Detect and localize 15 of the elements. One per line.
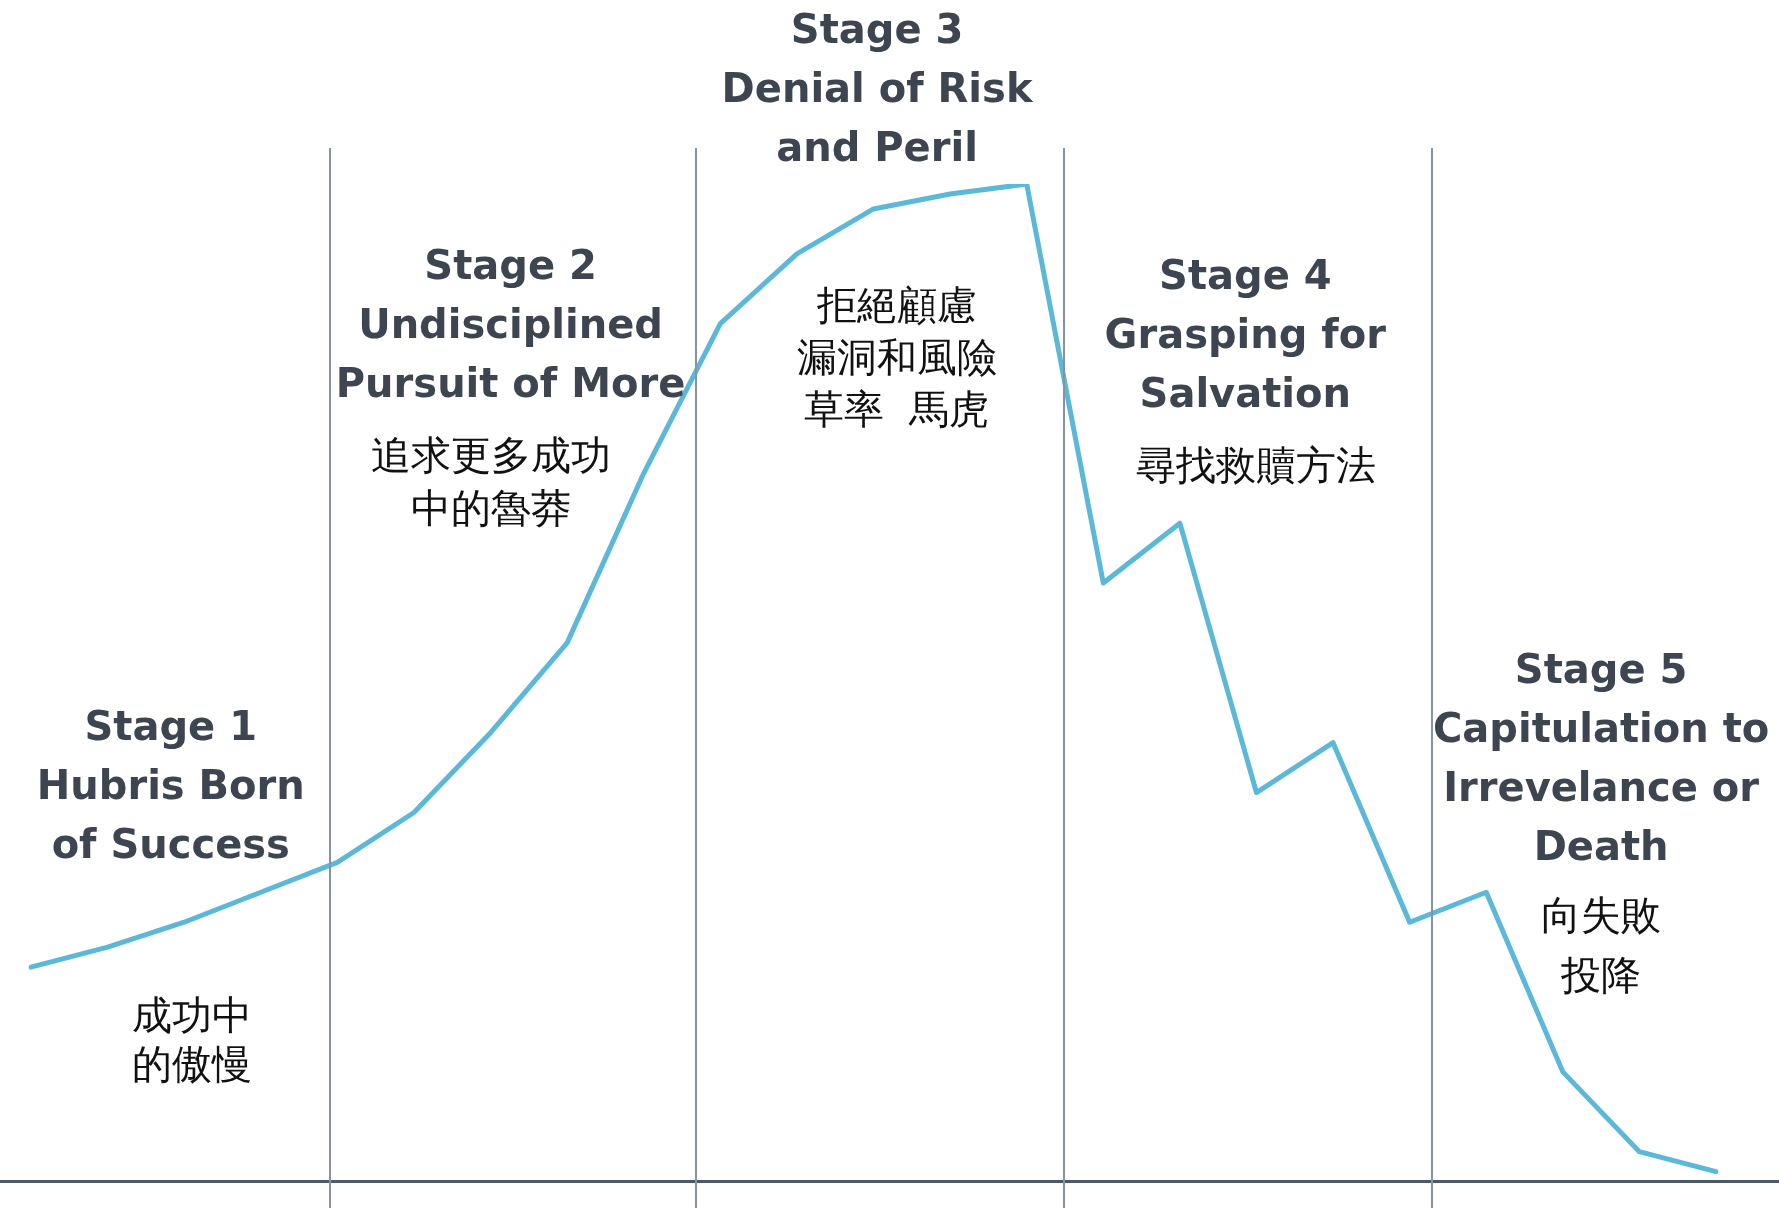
annotation: Stage 1 Hubris Born of Success: [36, 701, 305, 869]
annotation: Stage 2 Undisciplined Pursuit of More: [335, 241, 686, 409]
annotation: 中的魯莽: [411, 483, 571, 532]
annotation: Stage 5 Capitulation to Irrevelance or Death: [1432, 644, 1770, 871]
annotation: 追求更多成功: [371, 431, 611, 480]
annotation: Stage 4 Grasping for Salvation: [1104, 251, 1386, 419]
annotation: 尋找救贖方法: [1135, 441, 1376, 490]
text: Stage 3 Denial of Risk and Peril: [721, 5, 1033, 172]
annotation: 向失敗: [1541, 890, 1662, 939]
annotation: 草率 馬虎: [803, 385, 990, 434]
annotation: 漏洞和風險: [796, 333, 997, 382]
annotation: 成功中: [132, 991, 253, 1040]
annotation: 投降: [1561, 951, 1642, 1000]
annotation: 拒絕顧慮: [816, 281, 977, 330]
annotation: 的傲慢: [132, 1039, 253, 1088]
